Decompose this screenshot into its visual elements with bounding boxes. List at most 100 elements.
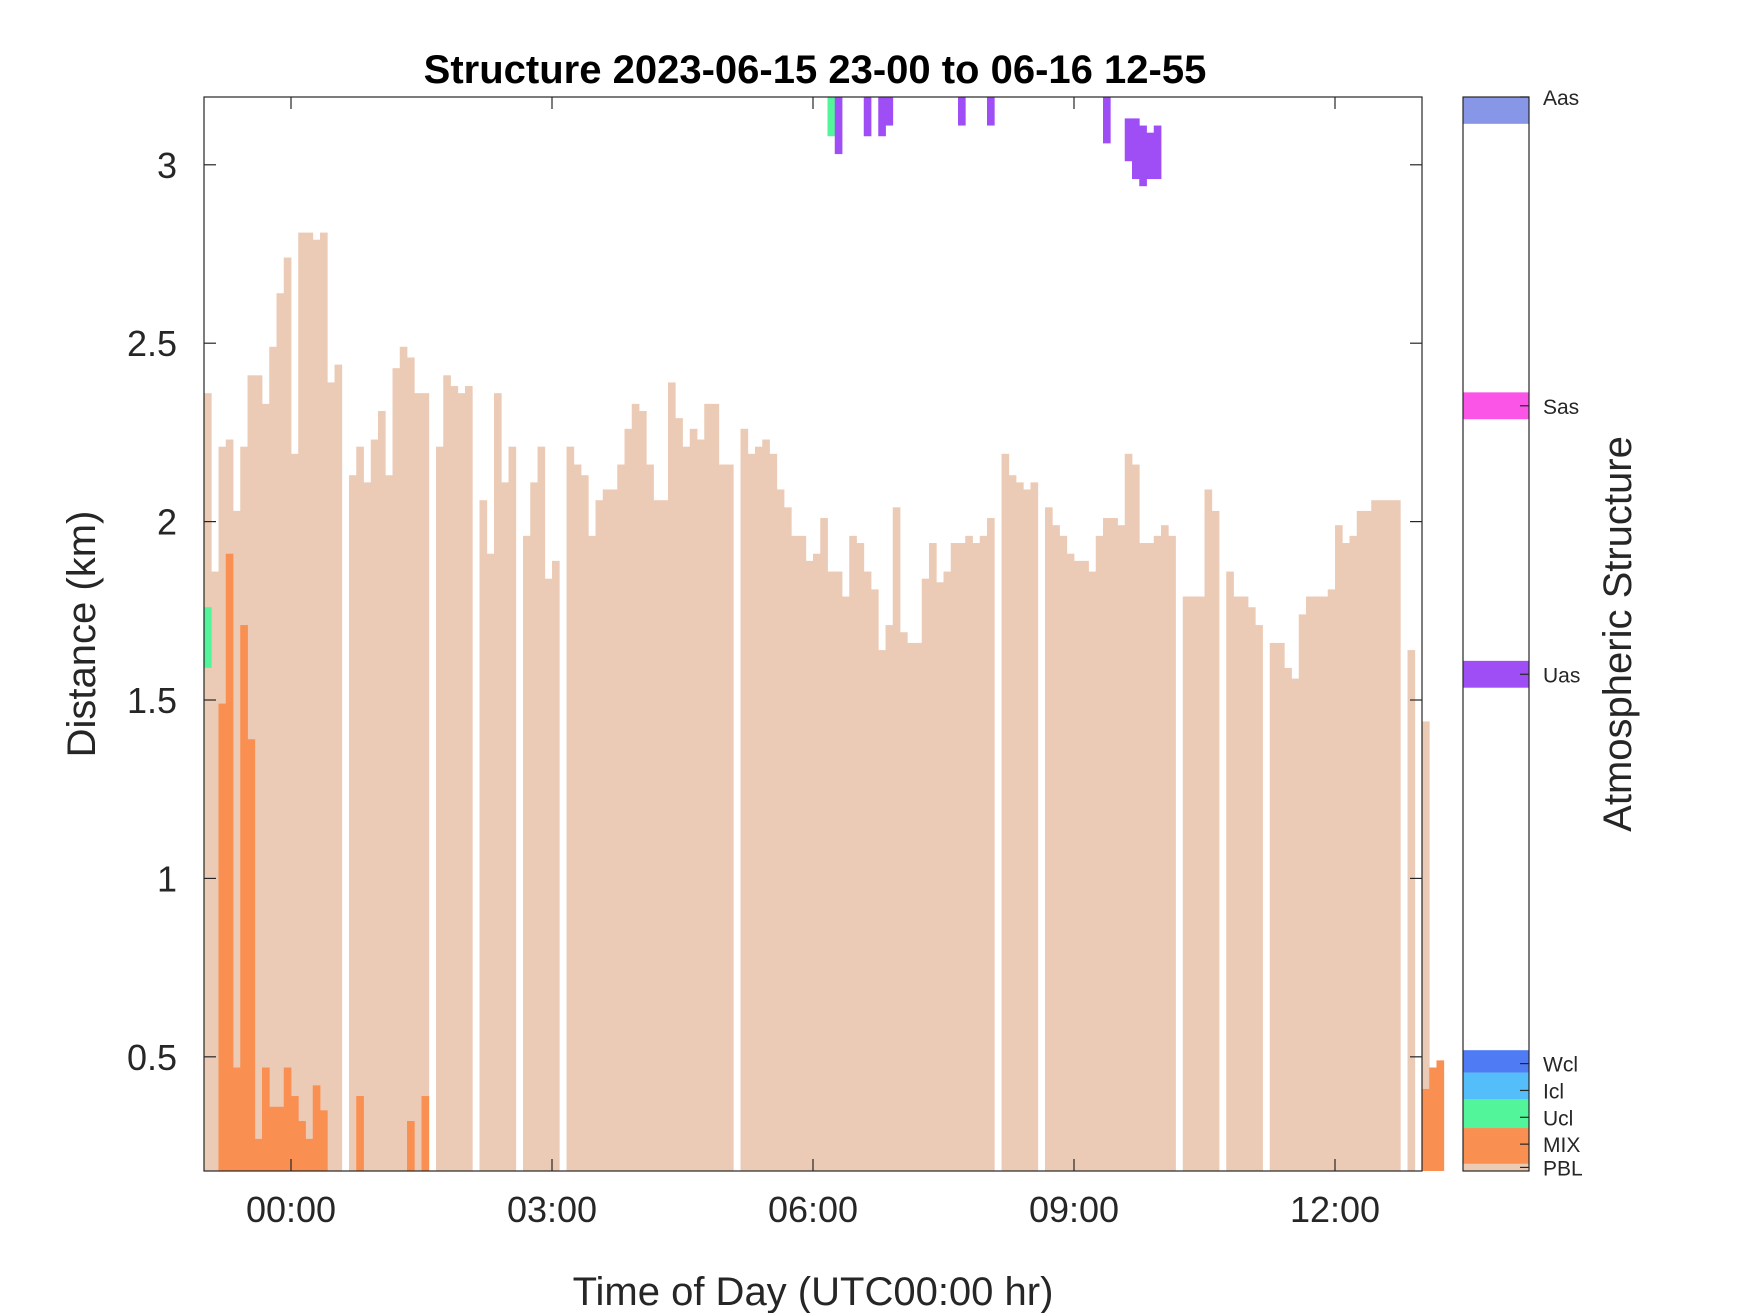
pbl-column [254,375,263,1172]
pbl-column [646,464,654,1171]
ucl-segment [827,97,836,137]
colorbar-tick-label: Wcl [1543,1054,1578,1077]
pbl-column [233,510,241,1171]
pbl-column [1008,475,1017,1172]
y-tick-label: 1 [157,858,177,899]
pbl-column [1298,614,1307,1171]
pbl-column [1016,482,1024,1171]
pbl-column [530,482,538,1171]
uas-segment [878,97,886,137]
pbl-column [1349,535,1358,1171]
pbl-column [1197,596,1205,1171]
uas-segment [885,97,894,126]
mix-column [254,1138,263,1171]
pbl-column [747,453,756,1171]
pbl-column [1393,500,1401,1171]
pbl-column [900,632,908,1171]
pbl-column [595,500,604,1171]
mix-column [269,1106,277,1171]
y-axis-label: Distance (km) [60,511,104,758]
pbl-column [718,464,727,1171]
pbl-column [849,535,857,1171]
pbl-column [820,518,828,1171]
pbl-column [740,428,749,1172]
pbl-column [950,543,959,1171]
colorbar-swatch-wcl [1463,1050,1529,1073]
pbl-column [892,507,901,1171]
pbl-column [1248,607,1256,1171]
uas-segment [1139,125,1147,187]
pbl-column [327,382,335,1172]
pbl-column [349,475,357,1172]
pbl-column [544,578,553,1171]
pbl-column [1364,510,1372,1171]
colorbar-swatch-pbl [1463,1163,1529,1171]
pbl-column [878,650,886,1171]
pbl-column [1277,642,1285,1171]
pbl-column [762,439,770,1171]
colorbar-swatch-uas [1463,660,1529,688]
pbl-column [726,464,734,1171]
mix-column [291,1096,299,1171]
mix-column [1422,1088,1430,1171]
pbl-column [312,239,321,1172]
uas-segment [958,97,966,126]
pbl-column [1146,543,1155,1171]
pbl-column [581,475,589,1172]
mix-column [312,1085,321,1171]
colorbar-label: Atmospheric Structure [1596,436,1640,832]
pbl-column [987,518,995,1171]
pbl-column [958,543,966,1171]
pbl-column [1052,525,1060,1171]
pbl-column [1045,507,1053,1171]
pbl-column [291,453,299,1171]
pbl-column [573,464,582,1171]
uas-segment [1146,132,1155,180]
pbl-column [414,393,422,1171]
pbl-column [617,464,625,1171]
pbl-column [871,589,879,1171]
mix-column [262,1067,270,1171]
pbl-column [523,535,531,1171]
pbl-column [929,543,937,1171]
colorbar-swatch-sas [1463,392,1529,420]
pbl-column [320,232,328,1172]
pbl-column [805,560,814,1171]
y-tick-label: 2.5 [127,323,177,364]
pbl-column [776,489,785,1171]
pbl-column [566,446,575,1171]
pbl-column [486,553,495,1171]
pbl-column [537,446,546,1171]
pbl-column [552,560,560,1171]
pbl-column [1233,596,1242,1171]
pbl-column [1371,500,1379,1171]
pbl-column [1211,510,1220,1171]
x-tick-label: 12:00 [1290,1189,1380,1230]
mix-column [407,1121,415,1171]
uas-segment [834,97,843,155]
colorbar-swatch-icl [1463,1072,1529,1100]
pbl-column [283,257,292,1171]
pbl-column [276,293,285,1171]
pbl-column [1226,571,1234,1171]
pbl-column [711,403,720,1171]
pbl-column [1306,596,1314,1171]
pbl-column [204,393,212,1171]
mix-column [298,1121,306,1171]
pbl-column [842,596,850,1171]
pbl-column [1240,596,1249,1171]
pbl-column [610,489,618,1171]
pbl-column [675,418,683,1171]
y-tick-label: 1.5 [127,680,177,721]
pbl-column [1081,560,1089,1171]
pbl-column [827,571,836,1171]
pbl-column [501,482,509,1171]
pbl-column [457,393,466,1171]
pbl-column [1161,525,1169,1171]
pbl-column [1385,500,1394,1171]
pbl-column [399,346,408,1171]
pbl-column [863,571,872,1171]
pbl-column [1132,464,1140,1171]
